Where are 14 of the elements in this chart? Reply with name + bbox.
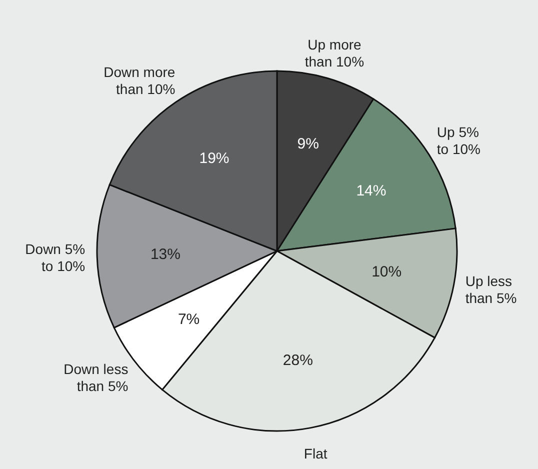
slice-label: Down 5% to 10% (25, 240, 86, 274)
slice-label: Down less than 5% (64, 360, 128, 394)
data-label: 13% (150, 246, 180, 264)
slice-label: Up more than 10% (304, 36, 364, 70)
slice-label: Up 5% to 10% (436, 124, 481, 158)
slice-label: Down more than 10% (104, 64, 176, 98)
data-label: 14% (356, 182, 386, 200)
data-label: 19% (199, 150, 230, 168)
data-label: 7% (178, 310, 200, 328)
data-label: 9% (297, 135, 319, 152)
slice-label: Up less than 5% (465, 273, 517, 306)
data-label: 10% (372, 263, 402, 280)
data-label: 28% (282, 352, 313, 370)
slice-label: Flat (304, 445, 328, 462)
